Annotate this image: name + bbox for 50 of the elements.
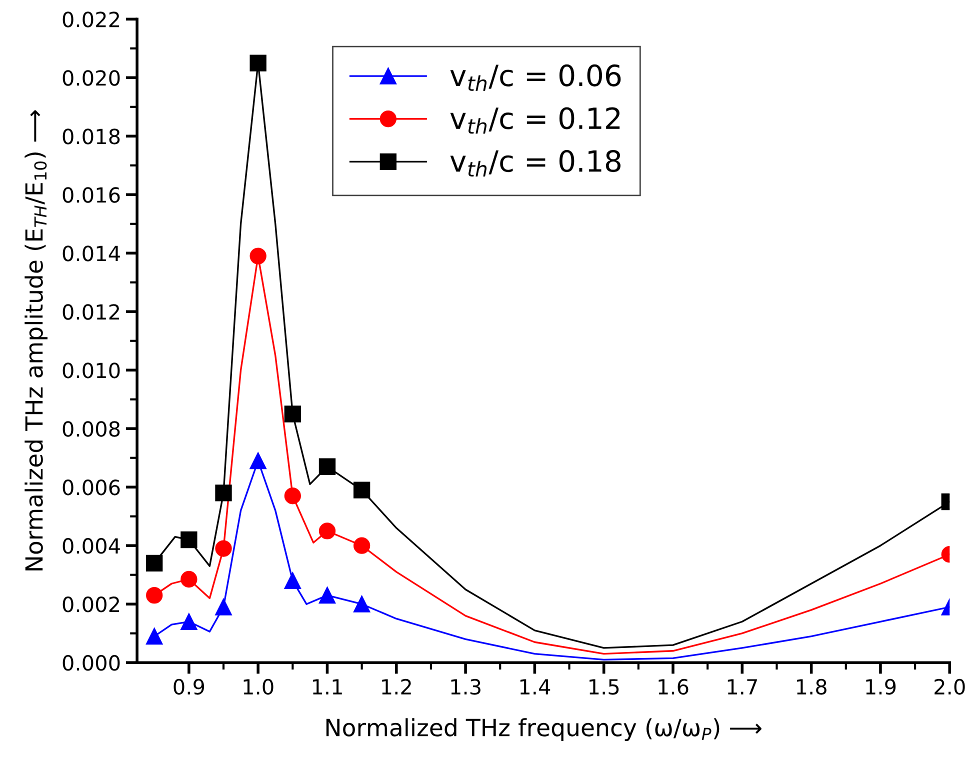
x-tick-label: 0.9 xyxy=(174,678,204,695)
point xyxy=(146,586,163,604)
point xyxy=(353,482,370,498)
point xyxy=(250,248,266,264)
point xyxy=(284,572,301,590)
point xyxy=(318,522,336,540)
point xyxy=(353,596,370,612)
point xyxy=(284,488,301,504)
x-tick-label: 1.8 xyxy=(797,678,826,695)
point xyxy=(250,54,266,72)
x-tick-label: 1.1 xyxy=(312,679,342,694)
point xyxy=(180,531,198,548)
point xyxy=(180,570,198,588)
x-tick-label: 2.0 xyxy=(934,678,965,695)
x-axis-title: Normalized THz frequency (ω/ω$_{P}$) ⟶ xyxy=(326,718,762,742)
x-tick-label: 1.7 xyxy=(728,679,757,694)
y-tick-label: 0.002 xyxy=(62,596,119,612)
y-tick-label: 0.008 xyxy=(62,421,120,437)
y-tick-label: 0.016 xyxy=(62,187,120,203)
point xyxy=(284,406,301,422)
point xyxy=(146,554,163,572)
x-tick-label: 1.5 xyxy=(590,679,619,695)
y-tick-label: 0.004 xyxy=(62,538,120,554)
point xyxy=(318,458,336,475)
legend-label: v$_{th}$/c = 0.06 xyxy=(450,64,621,91)
point xyxy=(215,598,232,616)
x-tick-label: 1.2 xyxy=(382,678,411,694)
point xyxy=(318,586,336,604)
x-tick-label: 1.6 xyxy=(658,678,688,695)
x-tick-label: 1.9 xyxy=(866,678,896,695)
y-tick-label: 0.018 xyxy=(62,128,120,144)
x-tick-label: 1.3 xyxy=(451,678,480,695)
y-tick-label: 0.010 xyxy=(62,362,120,378)
point xyxy=(215,540,232,557)
point xyxy=(353,537,370,554)
y-tick-label: 0.012 xyxy=(62,304,119,320)
legend-label: v$_{th}$/c = 0.12 xyxy=(450,107,620,134)
y-tick-label: 0.022 xyxy=(62,12,119,28)
y-tick-label: 0.000 xyxy=(62,655,120,671)
y-axis-title: Normalized THz amplitude (E$_{TH}$/E$_{10}$) ⟶ xyxy=(24,110,48,570)
y-tick-label: 0.020 xyxy=(62,70,120,86)
legend-label: v$_{th}$/c = 0.18 xyxy=(450,150,620,176)
y-tick-label: 0.006 xyxy=(62,480,120,496)
point xyxy=(250,452,266,470)
point xyxy=(146,628,163,645)
point xyxy=(215,484,232,502)
point xyxy=(180,613,198,630)
x-tick-label: 1.0 xyxy=(244,678,274,695)
x-tick-label: 1.4 xyxy=(520,679,550,694)
y-tick-label: 0.014 xyxy=(62,246,120,262)
